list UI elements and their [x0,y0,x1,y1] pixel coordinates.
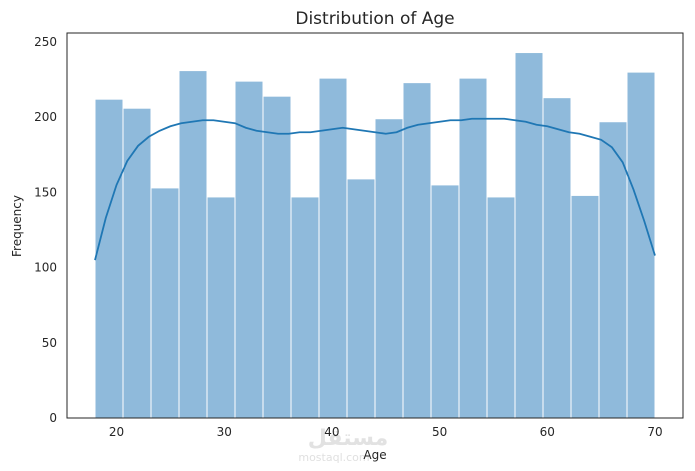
x-tick-label: 30 [217,425,232,439]
histogram-bar [626,71,656,419]
histogram-bar [206,196,236,419]
histogram-bar [122,107,152,419]
histogram-bar [598,121,628,419]
histogram-bar [346,178,376,419]
watermark-latin-text: mostaql.com [298,451,369,464]
plot-frame [66,32,684,419]
chart-title: Distribution of Age [295,9,454,29]
histogram-bar [430,184,460,419]
histogram-bar [374,118,404,419]
x-tick-label: 70 [647,425,662,439]
y-tick-label: 50 [42,336,57,350]
histogram-bar [486,196,516,419]
histogram-bar [542,97,572,419]
histogram-bar [150,187,180,419]
histogram-bar [262,95,292,419]
y-tick-label: 150 [34,185,57,199]
histogram-bar [94,98,124,419]
kde-curve [94,117,656,261]
histogram-bar [178,70,208,419]
y-tick-label: 200 [34,110,57,124]
watermark: مستقل mostaql.com [298,426,388,464]
y-tick-label: 250 [34,35,57,49]
histogram-bars [94,52,656,419]
x-tick-label: 50 [432,425,447,439]
y-tick-labels: 0 50 100 150 200 250 [34,35,57,425]
y-axis-label: Frequency [10,195,24,257]
histogram-bar [458,77,488,419]
watermark-arabic-text: مستقل [308,426,388,451]
histogram-bar [402,82,432,419]
y-tick-label: 100 [34,261,57,275]
x-tick-labels: 20 30 40 50 60 70 [109,425,663,439]
histogram-bar [514,52,544,419]
histogram-bar [290,196,320,419]
x-tick-label: 60 [540,425,555,439]
x-tick-label: 40 [324,425,339,439]
x-tick-label: 20 [109,425,124,439]
histogram-bar [570,194,600,419]
y-tick-label: 0 [49,411,57,425]
x-axis-label: Age [363,448,386,462]
